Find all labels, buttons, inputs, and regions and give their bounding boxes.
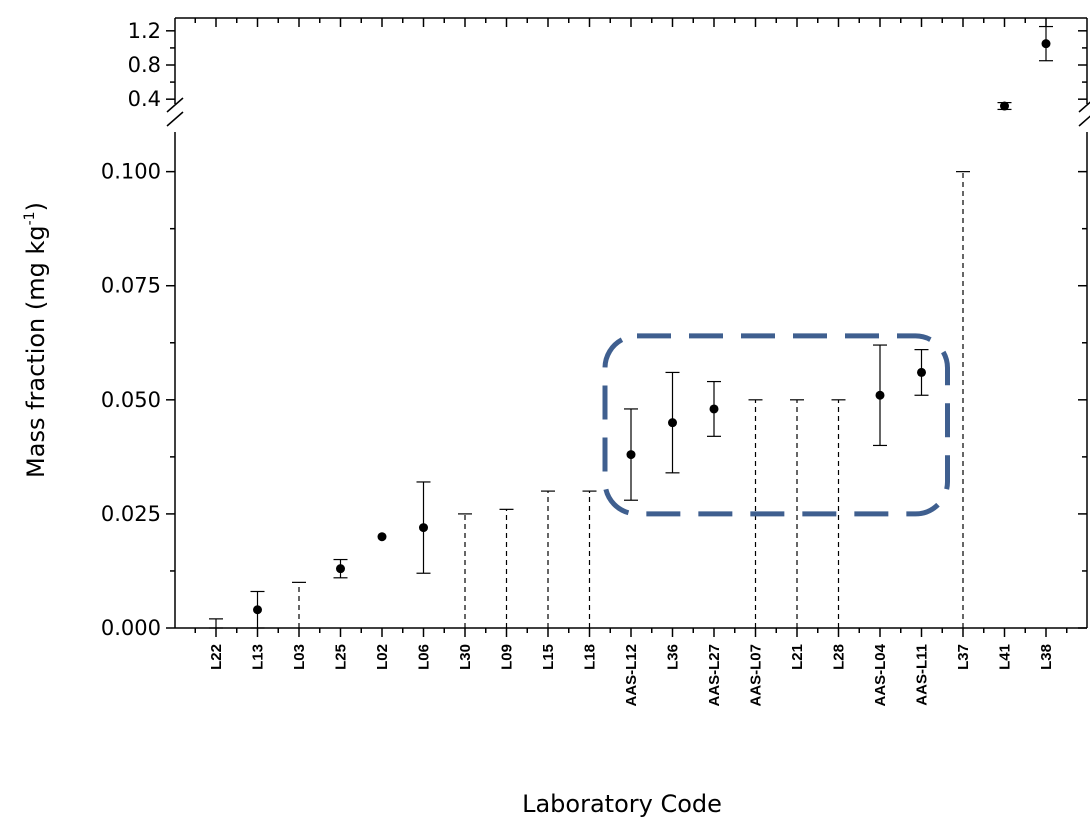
y-axis-title-sup: -1 <box>22 211 38 225</box>
category-label: L30 <box>457 644 474 670</box>
y-tick-label: 0.050 <box>101 388 161 412</box>
axis-break-right-b <box>1078 115 1090 127</box>
category-label: L21 <box>789 644 806 670</box>
tick-labels: 0.000 0.025 0.050 0.075 0.100 0.4 0.8 1.2 <box>101 19 161 640</box>
category-label: AAS-L07 <box>748 644 765 707</box>
data-point <box>668 418 677 428</box>
y-axis-title-close: ) <box>22 202 50 211</box>
data-marks <box>209 25 1053 629</box>
y-axis-title: Mass fraction (mg kg-1) <box>22 202 50 478</box>
data-point <box>875 390 885 400</box>
category-label: L41 <box>997 644 1014 670</box>
highlight-box <box>602 333 950 517</box>
axis-ticks <box>166 18 1087 637</box>
category-label: L03 <box>291 644 308 670</box>
category-label: L25 <box>333 644 350 670</box>
y-tick-label: 0.8 <box>128 53 161 77</box>
axis-break-left-b <box>166 111 184 127</box>
category-label: L09 <box>499 644 516 670</box>
category-label: L38 <box>1038 644 1055 670</box>
data-point <box>377 532 387 542</box>
category-label: L22 <box>208 644 225 670</box>
category-label: L02 <box>374 644 391 670</box>
data-point <box>709 404 719 414</box>
plot-frame <box>166 17 1090 629</box>
y-axis-title-main: Mass fraction (mg kg <box>22 225 50 478</box>
data-point <box>1000 101 1009 111</box>
category-label: L13 <box>250 644 267 670</box>
category-label: L06 <box>416 644 433 670</box>
category-label: L18 <box>582 644 599 670</box>
data-point <box>626 450 636 460</box>
data-point <box>1041 39 1051 49</box>
category-label: L15 <box>540 644 557 670</box>
category-label: L36 <box>665 644 682 670</box>
category-label: AAS-L11 <box>914 644 931 706</box>
data-point <box>253 605 262 615</box>
data-point <box>917 367 926 377</box>
category-label: L28 <box>831 644 848 670</box>
category-labels: L22 L13 L03 L25 L02 L06 L30 L09 L15 L18 AAS-L12 L36… <box>208 643 1055 706</box>
y-tick-label: 0.075 <box>101 274 161 298</box>
y-tick-label: 0.100 <box>101 160 161 184</box>
y-tick-label: 0.4 <box>128 87 161 111</box>
category-label: AAS-L04 <box>872 643 889 706</box>
category-label: AAS-L27 <box>706 644 723 707</box>
y-tick-label: 1.2 <box>128 19 161 43</box>
y-tick-label: 0.000 <box>101 616 161 640</box>
data-point <box>419 523 428 533</box>
data-point <box>336 564 345 574</box>
axis-break-right-a <box>1078 101 1090 113</box>
category-label: L37 <box>955 644 972 670</box>
axis-break-left-a <box>166 97 184 113</box>
y-tick-label: 0.025 <box>101 502 161 526</box>
category-label: AAS-L12 <box>623 644 640 707</box>
x-axis-title: Laboratory Code <box>522 790 722 817</box>
